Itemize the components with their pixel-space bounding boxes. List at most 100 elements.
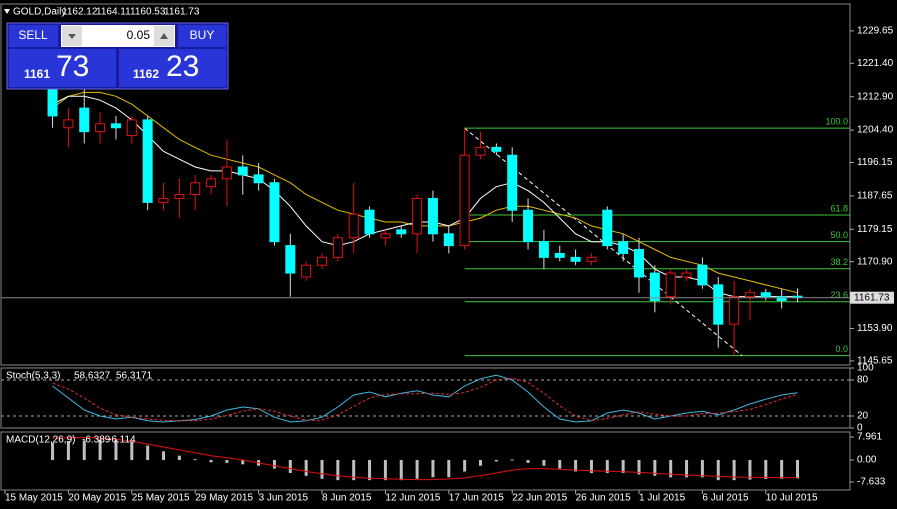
stoch-frame <box>0 367 851 429</box>
candle-body <box>221 166 232 180</box>
macd-bar <box>399 459 403 481</box>
candle-body <box>538 241 549 258</box>
fib-label: 0.0 <box>835 344 848 354</box>
x-tick-label: 20 May 2015 <box>68 493 126 504</box>
macd-bar <box>415 459 419 479</box>
macd-bar <box>605 459 609 473</box>
sell-label[interactable]: SELL <box>18 28 48 42</box>
macd-bar <box>716 459 720 481</box>
candle-body <box>301 264 312 278</box>
x-tick-label: 12 Jun 2015 <box>385 493 440 504</box>
candle-body <box>729 296 740 325</box>
candle-body <box>63 119 74 129</box>
fib-label: 23.6 <box>830 290 848 300</box>
marks: 1229.65 1221.40 1212.90 1204.40 1196.15 1187.… <box>1 26 894 504</box>
candle-body <box>681 272 692 278</box>
candle-body <box>237 166 248 176</box>
candle-body <box>95 123 106 133</box>
y-tick-label: 1145.65 <box>857 356 893 367</box>
macd-bar <box>764 459 768 480</box>
candle-body <box>110 123 121 129</box>
fib-label: 100.0 <box>825 117 848 127</box>
low: 1160.53 <box>130 7 166 18</box>
symbol: GOLD,Daily <box>13 7 66 18</box>
candle-body <box>554 252 565 258</box>
candle-body <box>126 119 137 137</box>
candle-body <box>269 182 280 243</box>
macd-bar <box>352 459 356 481</box>
macd-bar <box>162 451 165 460</box>
macd-bar <box>542 459 546 466</box>
macd-bar <box>66 441 70 460</box>
macd-bar <box>621 459 625 473</box>
sell-button[interactable] <box>9 25 58 47</box>
x-tick-label: 6 Jul 2015 <box>702 493 749 504</box>
y-tick-label: 1170.90 <box>857 256 893 267</box>
y-tick-label: 1179.15 <box>857 224 893 235</box>
y-tick-label: 1229.65 <box>857 26 894 37</box>
candle-body <box>443 233 454 247</box>
candle-body <box>665 272 676 298</box>
lot-value[interactable]: 0.05 <box>127 28 151 42</box>
x-tick-label: 22 Jun 2015 <box>512 493 567 504</box>
macd-bar <box>510 459 514 461</box>
macd-bar <box>637 459 641 475</box>
down-arrow <box>68 34 76 39</box>
high: 1164.11 <box>96 7 131 18</box>
macd-bar <box>732 459 736 481</box>
macd-bar <box>51 442 55 460</box>
open: 1162.12 <box>62 7 98 18</box>
y-tick-label: 100 <box>857 363 874 374</box>
macd-bar <box>98 439 102 460</box>
macd-bar <box>447 459 451 478</box>
candle-body <box>332 237 343 258</box>
lot-field[interactable] <box>61 25 175 47</box>
buy-price-box[interactable] <box>119 49 226 87</box>
macd-bar <box>463 459 467 472</box>
y-tick-label: 0 <box>857 423 863 434</box>
indicator-value: -6.114 <box>108 435 136 446</box>
candle-body <box>285 245 296 274</box>
x-tick-label: 15 May 2015 <box>5 493 63 504</box>
candle-body <box>253 174 264 184</box>
macd-bar <box>193 459 197 461</box>
buy-pips[interactable]: 23 <box>166 50 199 83</box>
symbol-arrow <box>4 9 10 14</box>
macd-bar <box>431 459 435 478</box>
macd-frame <box>0 431 851 491</box>
macd-bar <box>177 455 181 460</box>
candle-body <box>586 256 597 262</box>
candle-body <box>634 249 644 278</box>
y-tick-label: 1212.90 <box>857 91 894 102</box>
macd-bar <box>82 440 86 460</box>
candle-body <box>142 119 153 203</box>
x-tick-label: 29 May 2015 <box>195 493 253 504</box>
sell-prefix[interactable]: 1161 <box>24 67 50 81</box>
macd-bar <box>748 459 752 480</box>
macd-bar <box>336 459 340 481</box>
sell-pips[interactable]: 73 <box>56 50 89 83</box>
buy-label[interactable]: BUY <box>190 28 215 42</box>
x-tick-label: 17 Jun 2015 <box>449 493 504 504</box>
candle-body <box>760 292 771 298</box>
stoch-line <box>52 377 798 422</box>
macd-signal <box>52 436 798 481</box>
candle-body <box>697 264 708 286</box>
macd-bar <box>288 459 292 473</box>
macd-bar <box>320 459 324 479</box>
buy-prefix[interactable]: 1162 <box>133 67 159 81</box>
x-tick-label: 10 Jul 2015 <box>766 493 818 504</box>
sell-price-box[interactable] <box>9 49 116 87</box>
macd-bar <box>209 459 213 463</box>
candle-body <box>348 213 359 239</box>
candle-body <box>776 296 787 302</box>
buy-button[interactable] <box>178 25 226 47</box>
trade-panel: SELL BUY 0.05 1161 73 1162 23 <box>6 22 229 90</box>
candle-body <box>491 146 502 152</box>
candle-body <box>475 146 486 156</box>
fib-label: 38.2 <box>830 257 848 267</box>
x-tick-label: 1 Jul 2015 <box>639 493 686 504</box>
macd-bar <box>130 441 134 460</box>
